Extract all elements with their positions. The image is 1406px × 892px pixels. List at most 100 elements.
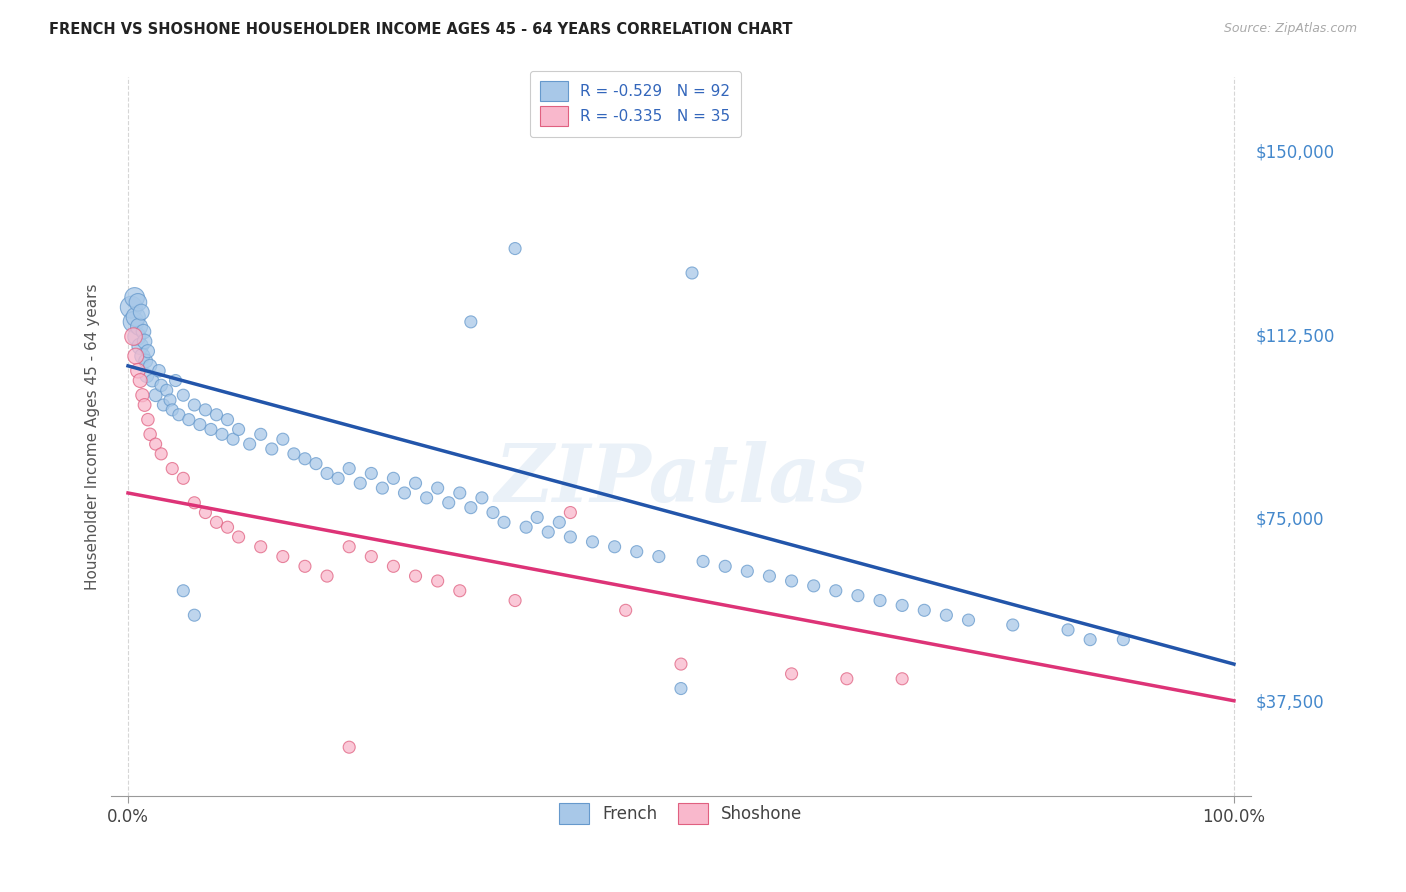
Point (129, 374, 152, 388)
Point (503, 242, 526, 256)
Point (125, 349, 148, 363)
Point (780, 574, 803, 588)
Point (846, 589, 869, 603)
Point (449, 486, 471, 500)
Point (172, 388, 194, 402)
Point (614, 603, 637, 617)
Point (139, 359, 162, 373)
Point (122, 329, 145, 343)
Point (156, 384, 179, 398)
Point (869, 593, 891, 607)
Point (492, 516, 515, 530)
Point (194, 506, 217, 520)
Point (349, 476, 371, 491)
Point (405, 569, 427, 583)
Point (124, 290, 146, 304)
Point (150, 447, 173, 461)
Point (648, 549, 671, 564)
Point (780, 666, 803, 681)
Point (912, 603, 935, 617)
Point (165, 374, 187, 388)
Point (136, 412, 159, 426)
Point (132, 325, 155, 339)
Point (249, 427, 271, 442)
Point (1078, 632, 1101, 647)
Point (337, 740, 360, 755)
Point (415, 491, 437, 505)
Point (183, 496, 205, 510)
Point (681, 266, 703, 280)
Point (337, 540, 360, 554)
Point (228, 530, 250, 544)
Point (122, 315, 145, 329)
Point (136, 344, 159, 359)
Point (305, 457, 328, 471)
Point (471, 491, 494, 505)
Point (737, 564, 759, 578)
Point (172, 583, 194, 598)
Point (316, 569, 339, 583)
Point (449, 583, 471, 598)
Point (548, 516, 571, 530)
Point (426, 481, 449, 495)
Point (526, 510, 548, 524)
Point (145, 437, 167, 451)
Point (159, 393, 181, 408)
Point (482, 506, 505, 520)
Point (127, 364, 149, 378)
Point (394, 486, 416, 500)
Point (129, 305, 152, 319)
Point (560, 530, 582, 544)
Point (271, 549, 294, 564)
Point (824, 583, 846, 598)
Point (239, 437, 262, 451)
Point (283, 447, 305, 461)
Point (211, 427, 233, 442)
Point (1057, 623, 1080, 637)
Point (360, 549, 382, 564)
Point (957, 613, 980, 627)
Point (129, 339, 152, 353)
Point (758, 569, 780, 583)
Point (172, 471, 194, 485)
Point (714, 559, 737, 574)
Point (128, 319, 150, 334)
Point (437, 496, 460, 510)
Point (669, 657, 692, 671)
Point (148, 364, 170, 378)
Point (626, 544, 648, 558)
Point (152, 398, 174, 412)
Point (205, 516, 228, 530)
Point (134, 334, 156, 349)
Point (669, 681, 692, 696)
Point (294, 451, 316, 466)
Point (150, 378, 173, 392)
Point (222, 432, 245, 446)
Point (326, 471, 349, 485)
Point (360, 467, 382, 481)
Text: FRENCH VS SHOSHONE HOUSEHOLDER INCOME AGES 45 - 64 YEARS CORRELATION CHART: FRENCH VS SHOSHONE HOUSEHOLDER INCOME AG… (49, 22, 793, 37)
Point (141, 374, 163, 388)
Point (891, 599, 914, 613)
Point (125, 310, 148, 324)
Text: ZIPatlas: ZIPatlas (495, 442, 868, 518)
Point (835, 672, 858, 686)
Point (382, 471, 405, 485)
Point (460, 500, 482, 515)
Point (1112, 632, 1135, 647)
Point (200, 422, 222, 436)
Point (560, 506, 582, 520)
Point (205, 408, 228, 422)
Point (183, 608, 205, 623)
Point (371, 481, 394, 495)
Point (581, 534, 603, 549)
Point (131, 388, 153, 402)
Point (515, 520, 537, 534)
Point (935, 608, 957, 623)
Point (217, 412, 239, 426)
Point (127, 295, 149, 310)
Point (271, 432, 294, 446)
Point (405, 476, 427, 491)
Legend: French, Shoshone: French, Shoshone (550, 793, 813, 835)
Point (177, 412, 200, 426)
